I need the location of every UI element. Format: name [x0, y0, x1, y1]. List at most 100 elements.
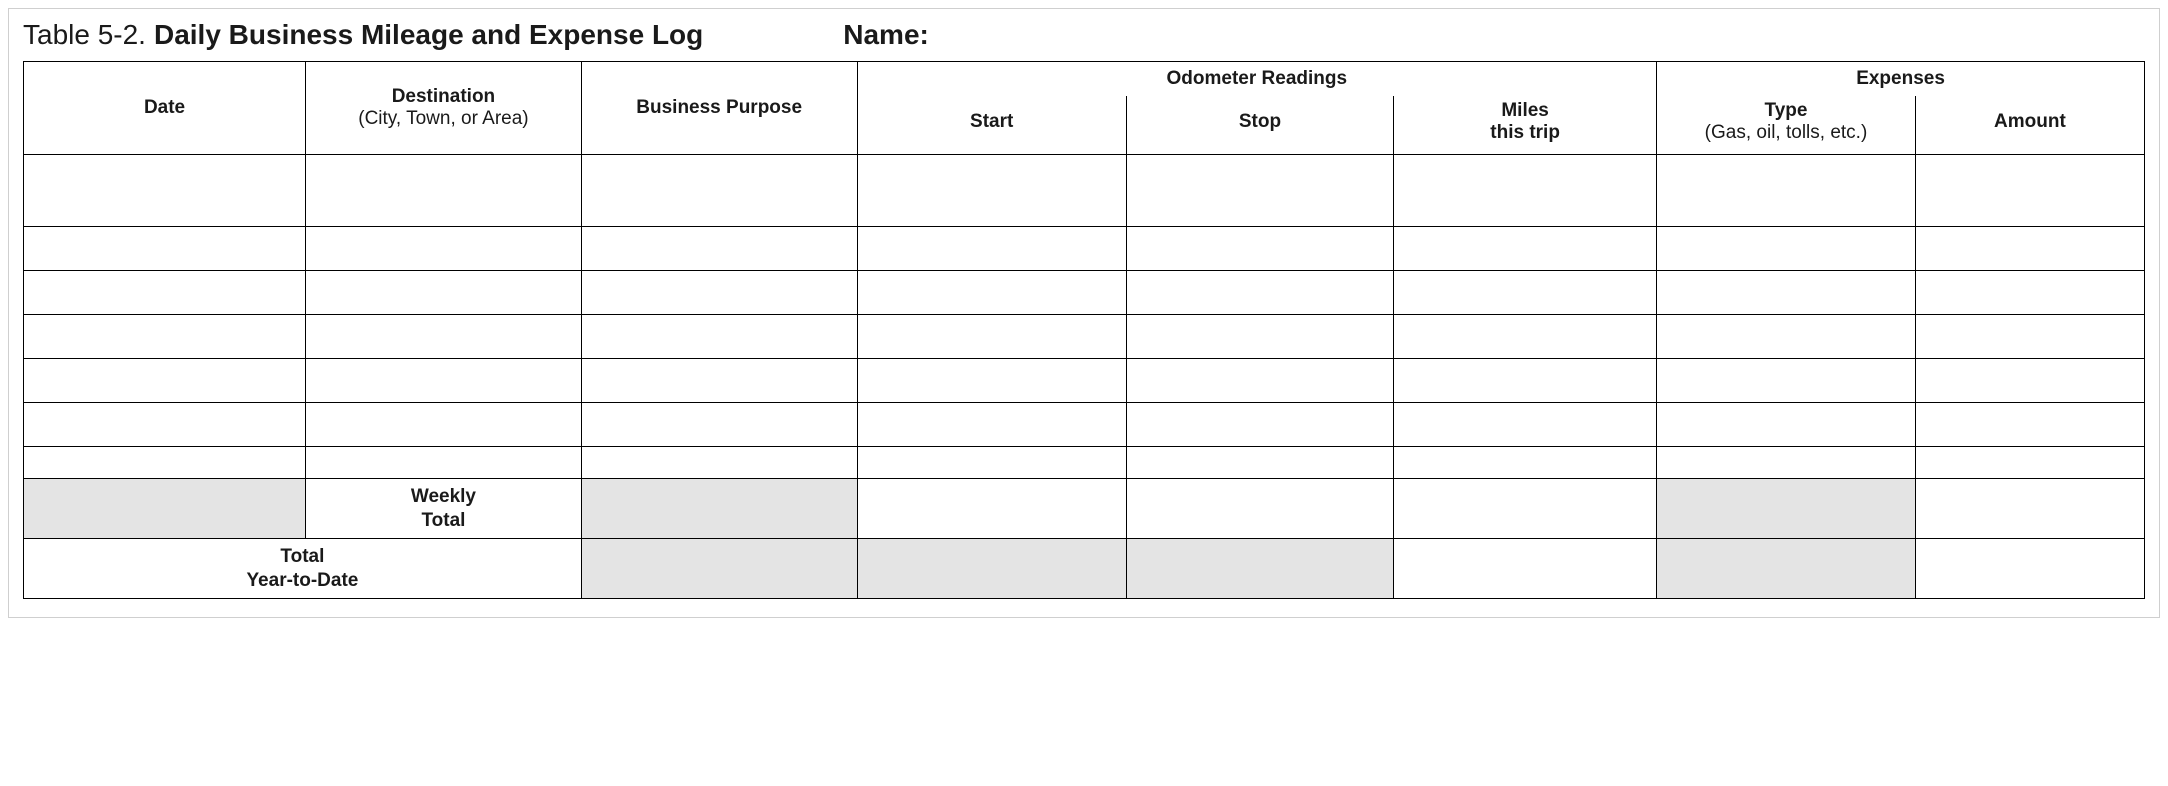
col-destination: Destination (City, Town, or Area) [306, 62, 582, 155]
cell-purpose[interactable] [581, 271, 857, 315]
cell-miles[interactable] [1394, 155, 1657, 227]
weekly-total-stop[interactable] [1126, 479, 1393, 539]
cell-destination[interactable] [306, 315, 582, 359]
cell-miles[interactable] [1394, 315, 1657, 359]
col-group-odometer-label: Odometer Readings [1167, 68, 1348, 89]
cell-date[interactable] [24, 447, 306, 479]
cell-start[interactable] [857, 271, 1126, 315]
table-body: Weekly Total Total Year-to-Date [24, 155, 2145, 599]
cell-destination[interactable] [306, 271, 582, 315]
cell-date[interactable] [24, 155, 306, 227]
cell-type[interactable] [1657, 271, 1916, 315]
ytd-total-stop-blank [1126, 539, 1393, 599]
cell-miles[interactable] [1394, 359, 1657, 403]
cell-type[interactable] [1657, 403, 1916, 447]
cell-purpose[interactable] [581, 315, 857, 359]
cell-date[interactable] [24, 403, 306, 447]
ytd-total-amount[interactable] [1915, 539, 2144, 599]
cell-stop[interactable] [1126, 155, 1393, 227]
col-date: Date [24, 62, 306, 155]
col-type-sub: (Gas, oil, tolls, etc.) [1663, 122, 1909, 144]
cell-amount[interactable] [1915, 359, 2144, 403]
col-miles-label: Miles [1501, 100, 1549, 121]
table-title: Daily Business Mileage and Expense Log [154, 19, 703, 51]
col-date-label: Date [144, 97, 185, 118]
cell-start[interactable] [857, 359, 1126, 403]
cell-stop[interactable] [1126, 359, 1393, 403]
cell-miles[interactable] [1394, 447, 1657, 479]
ytd-total-label-1: Total [280, 546, 324, 567]
weekly-total-blank [24, 479, 306, 539]
cell-stop[interactable] [1126, 271, 1393, 315]
cell-stop[interactable] [1126, 447, 1393, 479]
cell-type[interactable] [1657, 155, 1916, 227]
cell-date[interactable] [24, 359, 306, 403]
cell-date[interactable] [24, 227, 306, 271]
cell-purpose[interactable] [581, 227, 857, 271]
col-miles-sub: this trip [1400, 122, 1650, 144]
cell-purpose[interactable] [581, 403, 857, 447]
cell-type[interactable] [1657, 447, 1916, 479]
ytd-total-row: Total Year-to-Date [24, 539, 2145, 599]
cell-type[interactable] [1657, 315, 1916, 359]
weekly-total-start[interactable] [857, 479, 1126, 539]
data-row [24, 315, 2145, 359]
cell-date[interactable] [24, 315, 306, 359]
cell-start[interactable] [857, 447, 1126, 479]
cell-destination[interactable] [306, 447, 582, 479]
cell-amount[interactable] [1915, 155, 2144, 227]
cell-start[interactable] [857, 227, 1126, 271]
cell-purpose[interactable] [581, 359, 857, 403]
cell-miles[interactable] [1394, 271, 1657, 315]
cell-miles[interactable] [1394, 403, 1657, 447]
data-row [24, 447, 2145, 479]
cell-purpose[interactable] [581, 155, 857, 227]
cell-miles[interactable] [1394, 227, 1657, 271]
ytd-total-miles[interactable] [1394, 539, 1657, 599]
cell-start[interactable] [857, 403, 1126, 447]
weekly-total-miles[interactable] [1394, 479, 1657, 539]
cell-amount[interactable] [1915, 447, 2144, 479]
ytd-total-label-cell: Total Year-to-Date [24, 539, 582, 599]
data-row [24, 227, 2145, 271]
col-miles: Miles this trip [1394, 96, 1657, 155]
cell-stop[interactable] [1126, 403, 1393, 447]
weekly-total-amount[interactable] [1915, 479, 2144, 539]
cell-type[interactable] [1657, 359, 1916, 403]
cell-amount[interactable] [1915, 403, 2144, 447]
weekly-total-label-1: Weekly [411, 486, 476, 507]
col-type: Type (Gas, oil, tolls, etc.) [1657, 96, 1916, 155]
cell-start[interactable] [857, 155, 1126, 227]
cell-amount[interactable] [1915, 315, 2144, 359]
col-destination-label: Destination [392, 86, 495, 107]
data-row [24, 359, 2145, 403]
cell-start[interactable] [857, 315, 1126, 359]
mileage-expense-table: Date Destination (City, Town, or Area) B… [23, 61, 2145, 599]
weekly-total-purpose-blank [581, 479, 857, 539]
cell-destination[interactable] [306, 359, 582, 403]
data-row [24, 271, 2145, 315]
col-amount: Amount [1915, 96, 2144, 155]
table-number: Table 5-2. [23, 19, 146, 51]
ytd-total-purpose-blank [581, 539, 857, 599]
cell-destination[interactable] [306, 227, 582, 271]
cell-destination[interactable] [306, 155, 582, 227]
cell-purpose[interactable] [581, 447, 857, 479]
cell-stop[interactable] [1126, 315, 1393, 359]
cell-amount[interactable] [1915, 227, 2144, 271]
cell-type[interactable] [1657, 227, 1916, 271]
cell-stop[interactable] [1126, 227, 1393, 271]
weekly-total-label-cell: Weekly Total [306, 479, 582, 539]
title-row: Table 5-2. Daily Business Mileage and Ex… [23, 19, 2145, 51]
cell-date[interactable] [24, 271, 306, 315]
col-group-expenses: Expenses [1657, 62, 2145, 97]
data-row [24, 403, 2145, 447]
weekly-total-row: Weekly Total [24, 479, 2145, 539]
cell-destination[interactable] [306, 403, 582, 447]
weekly-total-type-blank [1657, 479, 1916, 539]
col-destination-sub: (City, Town, or Area) [312, 108, 575, 130]
ytd-total-type-blank [1657, 539, 1916, 599]
table-header: Date Destination (City, Town, or Area) B… [24, 62, 2145, 155]
col-amount-label: Amount [1994, 111, 2066, 132]
cell-amount[interactable] [1915, 271, 2144, 315]
